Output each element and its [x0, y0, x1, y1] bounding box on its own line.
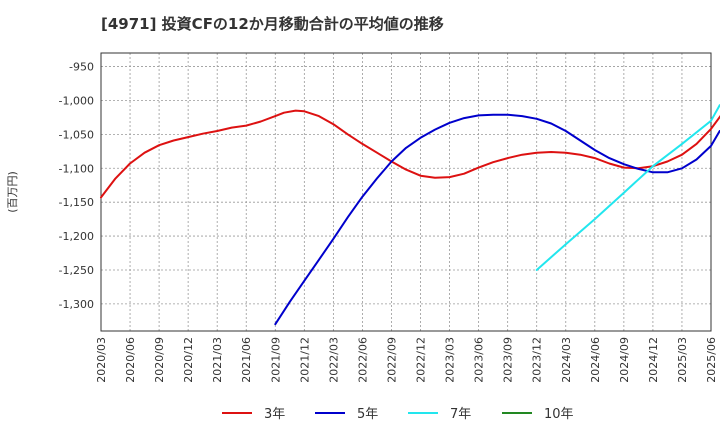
legend-label: 10年 — [544, 407, 574, 422]
legend-label: 5年 — [357, 407, 378, 422]
x-tick-label: 2021/12 — [298, 337, 311, 383]
x-tick-label: 2020/12 — [182, 337, 195, 383]
series-line-7年 — [535, 104, 720, 271]
chart-title: [4971] 投資CFの12か月移動合計の平均値の推移 — [101, 15, 444, 33]
x-tick-label: 2022/12 — [415, 337, 428, 383]
x-tick-label: 2023/06 — [473, 337, 486, 383]
x-tick-label: 2024/06 — [589, 337, 602, 383]
y-tick-label: -950 — [69, 61, 94, 74]
x-tick-label: 2022/09 — [385, 337, 398, 383]
x-tick-label: 2022/06 — [356, 337, 369, 383]
x-tick-label: 2025/03 — [676, 337, 689, 383]
legend-label: 7年 — [450, 407, 471, 422]
x-tick-label: 2023/03 — [444, 337, 457, 383]
plot-frame — [100, 52, 712, 332]
x-tick-label: 2021/03 — [211, 337, 224, 383]
y-axis-label: (百万円) — [6, 171, 19, 213]
legend-label: 3年 — [264, 407, 285, 422]
x-tick-label: 2023/12 — [531, 337, 544, 383]
y-tick-label: -1,150 — [59, 196, 94, 209]
y-tick-label: -1,200 — [59, 230, 94, 243]
x-tick-label: 2021/09 — [269, 337, 282, 383]
y-tick-label: -1,100 — [59, 162, 94, 175]
y-tick-label: -1,050 — [59, 128, 94, 141]
x-tick-label: 2020/09 — [153, 337, 166, 383]
y-tick-label: -1,000 — [59, 94, 94, 107]
x-tick-label: 2022/03 — [327, 337, 340, 383]
x-tick-label: 2020/03 — [95, 337, 108, 383]
x-tick-label: 2024/12 — [647, 337, 660, 383]
x-tick-label: 2023/09 — [502, 337, 515, 383]
x-tick-label: 2021/06 — [240, 337, 253, 383]
series-line-5年 — [274, 113, 720, 326]
series-line-3年 — [100, 109, 720, 199]
plot-area — [101, 53, 711, 331]
x-tick-label: 2024/03 — [560, 337, 573, 383]
y-tick-label: -1,300 — [59, 298, 94, 311]
x-tick-label: 2020/06 — [124, 337, 137, 383]
x-tick-label: 2025/06 — [705, 337, 718, 383]
y-tick-label: -1,250 — [59, 264, 94, 277]
x-tick-label: 2024/09 — [618, 337, 631, 383]
